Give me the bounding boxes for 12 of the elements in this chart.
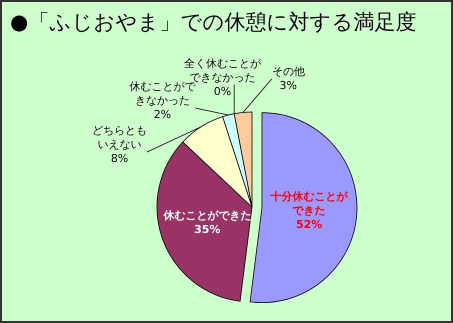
text: 0% [214, 84, 232, 98]
slice-label: どちらともいえない [92, 124, 148, 152]
data-label: 2% [154, 108, 172, 122]
data-label: 52% [296, 218, 322, 231]
chart-title: ●「ふじおやま」での休憩に対する満足度 [10, 9, 416, 36]
data-label: 8% [110, 152, 128, 166]
slice-label: 十分休むことができた [270, 190, 348, 217]
slice-label: 休むことができた [163, 209, 252, 222]
data-label: 35% [194, 223, 220, 236]
slice-label: 休むことができなかった [129, 80, 196, 108]
slice-label: その他 [272, 64, 305, 78]
data-label: 3% [280, 78, 297, 92]
